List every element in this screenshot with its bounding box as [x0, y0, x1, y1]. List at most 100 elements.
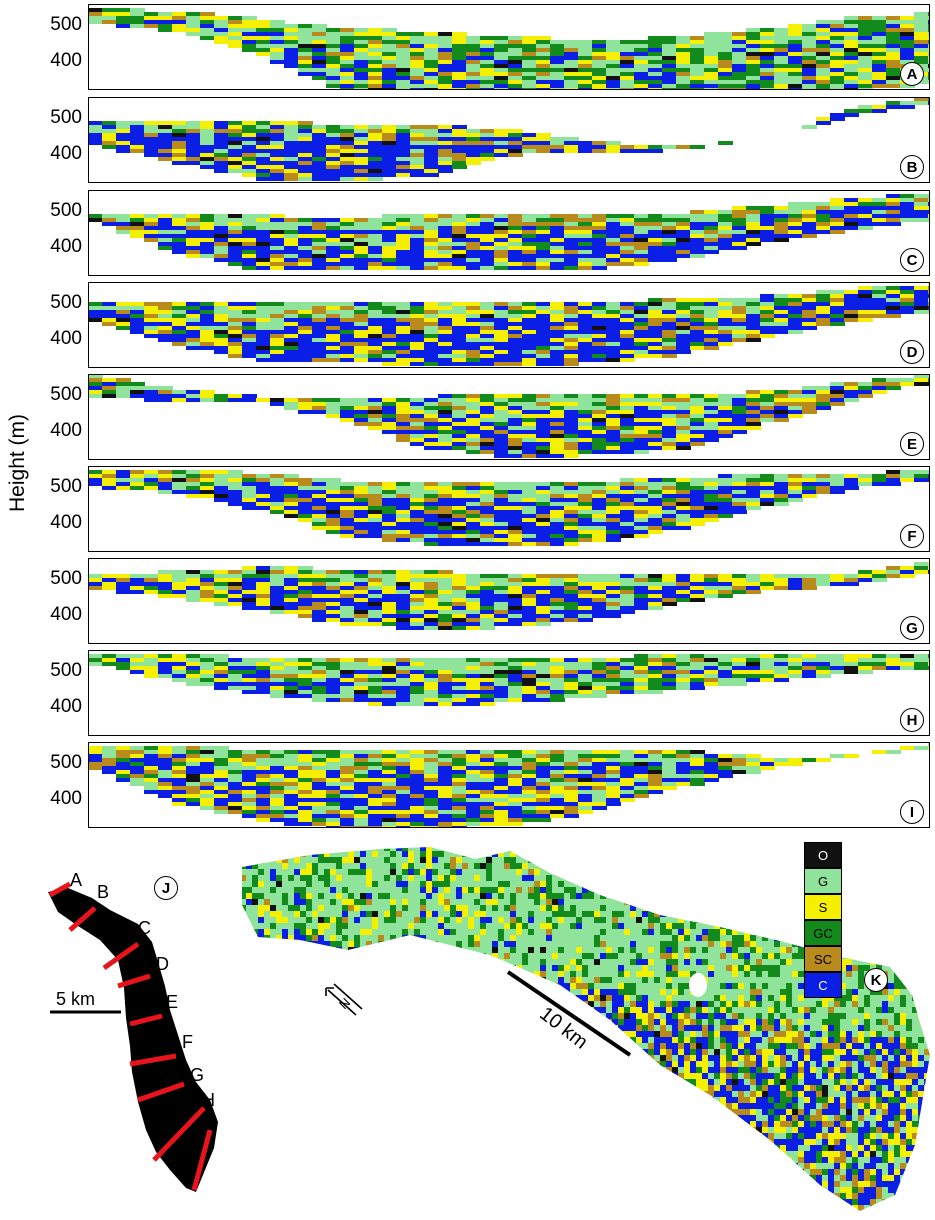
lithology-cell [214, 238, 229, 242]
lithology-cell [172, 129, 187, 133]
lithology-cell [648, 498, 663, 502]
lithology-cell [116, 474, 131, 478]
lithology-cell [648, 326, 663, 330]
lithology-cell [578, 246, 593, 250]
lithology-cell [284, 578, 299, 582]
lithology-cell [746, 40, 761, 44]
lithology-cell [116, 125, 131, 129]
lithology-cell [130, 782, 145, 786]
lithology-cell [480, 153, 495, 157]
lithology-cell [298, 510, 313, 514]
lithology-cell [732, 302, 747, 306]
lithology-cell [634, 678, 649, 682]
lithology-cell [578, 56, 593, 60]
lithology-cell [522, 242, 537, 246]
lithology-cell [732, 318, 747, 322]
lithology-cell [746, 574, 761, 578]
lithology-cell [508, 322, 523, 326]
lithology-cell [760, 402, 775, 406]
panel-label-F: F [900, 524, 924, 548]
lithology-cell [620, 518, 635, 522]
lithology-cell [606, 490, 621, 494]
lithology-cell [564, 526, 579, 530]
lithology-cell [354, 258, 369, 262]
lithology-cell [522, 398, 537, 402]
lithology-cell [88, 141, 103, 145]
lithology-cell [438, 214, 453, 218]
lithology-cell [620, 526, 635, 530]
lithology-cell [564, 678, 579, 682]
lithology-cell [172, 394, 187, 398]
lithology-cell [242, 662, 257, 666]
lithology-cell [452, 342, 467, 346]
lithology-cell [102, 322, 117, 326]
lithology-cell [424, 354, 439, 358]
lithology-cell [88, 394, 103, 398]
lithology-cell [130, 758, 145, 762]
lithology-cell [536, 446, 551, 450]
lithology-cell [284, 246, 299, 250]
lithology-cell [256, 566, 271, 570]
lithology-cell [550, 318, 565, 322]
lithology-cell [536, 44, 551, 48]
lithology-cell [900, 40, 915, 44]
lithology-cell [788, 670, 803, 674]
lithology-cell [620, 438, 635, 442]
lithology-cell [368, 506, 383, 510]
lithology-cell [648, 482, 663, 486]
lithology-cell [732, 40, 747, 44]
lithology-cell [368, 354, 383, 358]
lithology-cell [284, 338, 299, 342]
lithology-cell [494, 354, 509, 358]
lithology-cell [522, 80, 537, 84]
lithology-cell [648, 230, 663, 234]
lithology-cell [312, 149, 327, 153]
lithology-cell [872, 378, 887, 382]
lithology-cell [816, 674, 831, 678]
lithology-cell [578, 602, 593, 606]
lithology-cell [676, 670, 691, 674]
lithology-cell [536, 60, 551, 64]
lithology-cell [550, 542, 565, 546]
lithology-cell [592, 52, 607, 56]
lithology-cell [900, 28, 915, 32]
lithology-cell [382, 141, 397, 145]
lithology-cell [816, 582, 831, 586]
lithology-cell [536, 686, 551, 690]
lithology-cell [270, 145, 285, 149]
lithology-cell [690, 522, 705, 526]
lithology-cell [592, 410, 607, 414]
lithology-cell [522, 690, 537, 694]
lithology-cell [382, 28, 397, 32]
lithology-cell [256, 658, 271, 662]
lithology-cell [396, 68, 411, 72]
lithology-cell [578, 446, 593, 450]
lithology-cell [662, 68, 677, 72]
lithology-cell [340, 234, 355, 238]
lithology-cell [550, 306, 565, 310]
lithology-cell [662, 670, 677, 674]
lithology-cell [872, 84, 887, 88]
lithology-cell [662, 350, 677, 354]
lithology-cell [228, 674, 243, 678]
lithology-cell [144, 222, 159, 226]
lithology-cell [172, 322, 187, 326]
lithology-cell [676, 594, 691, 598]
lithology-cell [214, 145, 229, 149]
lithology-cell [396, 258, 411, 262]
lithology-cell [886, 662, 901, 666]
lithology-cell [522, 454, 537, 458]
lithology-cell [144, 750, 159, 754]
lithology-cell [186, 322, 201, 326]
lithology-cell [690, 242, 705, 246]
lithology-cell [662, 430, 677, 434]
lithology-cell [340, 326, 355, 330]
lithology-cell [242, 598, 257, 602]
lithology-cell [200, 598, 215, 602]
lithology-cell [536, 530, 551, 534]
lithology-cell [144, 474, 159, 478]
lithology-cell [144, 478, 159, 482]
lithology-cell [872, 198, 887, 202]
lithology-cell [242, 258, 257, 262]
lithology-cell [648, 398, 663, 402]
